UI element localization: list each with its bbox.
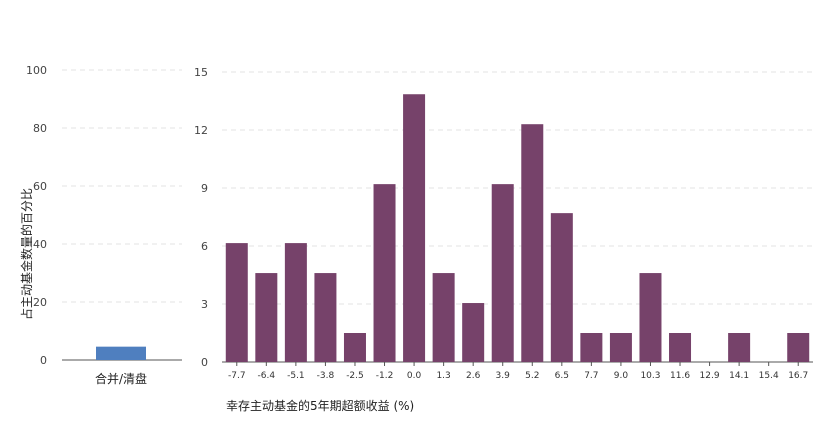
x-tick-label: 0.0	[407, 371, 422, 381]
y-tick-label-left: 40	[33, 238, 47, 251]
x-tick-label: 14.1	[729, 371, 749, 381]
x-tick-label: -1.2	[376, 371, 394, 381]
x-tick-label: -5.1	[287, 371, 305, 381]
y-axis-title: 占主动基金数量的百分比	[19, 188, 34, 320]
x-tick-label: 3.9	[496, 371, 511, 381]
y-tick-label-left: 80	[33, 122, 47, 135]
bar-excess-return	[491, 184, 514, 362]
right-panel: 0 3 6 9 12 15 -7.7 -6.4 -5.1 -3.8 -2.5 -1.2 0.0 1.3 2.…	[194, 66, 813, 413]
x-tick-label: 6.5	[555, 371, 569, 381]
x-tick-label: -2.5	[346, 371, 364, 381]
x-tick-label: 16.7	[788, 371, 808, 381]
y-tick-label-right: 6	[201, 240, 208, 253]
bar-excess-return	[609, 333, 632, 362]
x-tick-label: -3.8	[317, 371, 335, 381]
y-tick-label-right: 3	[201, 298, 208, 311]
x-tick-label: -7.7	[228, 371, 246, 381]
bar-excess-return	[343, 333, 366, 362]
x-axis-title: 幸存主动基金的5年期超额收益 (%)	[226, 398, 414, 413]
bar-excess-return	[432, 273, 455, 362]
x-tick-label: 1.3	[436, 371, 450, 381]
y-tick-label-left: 100	[26, 64, 47, 77]
bar-excess-return	[462, 303, 485, 362]
y-tick-label-right: 0	[201, 356, 208, 369]
bar-excess-return	[225, 243, 248, 362]
y-tick-label-left: 20	[33, 296, 47, 309]
bar-excess-return	[728, 333, 751, 362]
bar-excess-return	[550, 213, 573, 362]
bar-excess-return	[521, 124, 544, 362]
bar-excess-return	[314, 273, 337, 362]
bar-excess-return	[669, 333, 692, 362]
bar-excess-return	[403, 94, 426, 362]
x-tick-label: 7.7	[584, 371, 598, 381]
bar-excess-return	[373, 184, 396, 362]
x-tick-label: 9.0	[614, 371, 629, 381]
bar-excess-return	[639, 273, 662, 362]
y-tick-label-right: 9	[201, 182, 208, 195]
y-tick-label-left: 0	[40, 354, 47, 367]
x-tick-label: 2.6	[466, 371, 481, 381]
left-panel: 0 20 40 60 80 100 合并/清盘 占主动基金数量的百分比	[19, 64, 182, 386]
y-tick-label-right: 12	[194, 124, 208, 137]
bar-excess-return	[255, 273, 278, 362]
bar-excess-return	[284, 243, 307, 362]
bar-excess-return	[787, 333, 810, 362]
x-tick-label: 5.2	[525, 371, 539, 381]
x-tick-label: -6.4	[258, 371, 276, 381]
x-tick-label: 12.9	[700, 371, 720, 381]
x-tick-label: 10.3	[640, 371, 660, 381]
y-tick-label-right: 15	[194, 66, 208, 79]
y-tick-label-left: 60	[33, 180, 47, 193]
bar-excess-return	[580, 333, 603, 362]
x-category-label: 合并/清盘	[95, 371, 147, 386]
x-tick-label: 15.4	[759, 371, 779, 381]
bar-merged-liquidated	[96, 346, 146, 360]
x-tick-label: 11.6	[670, 371, 690, 381]
